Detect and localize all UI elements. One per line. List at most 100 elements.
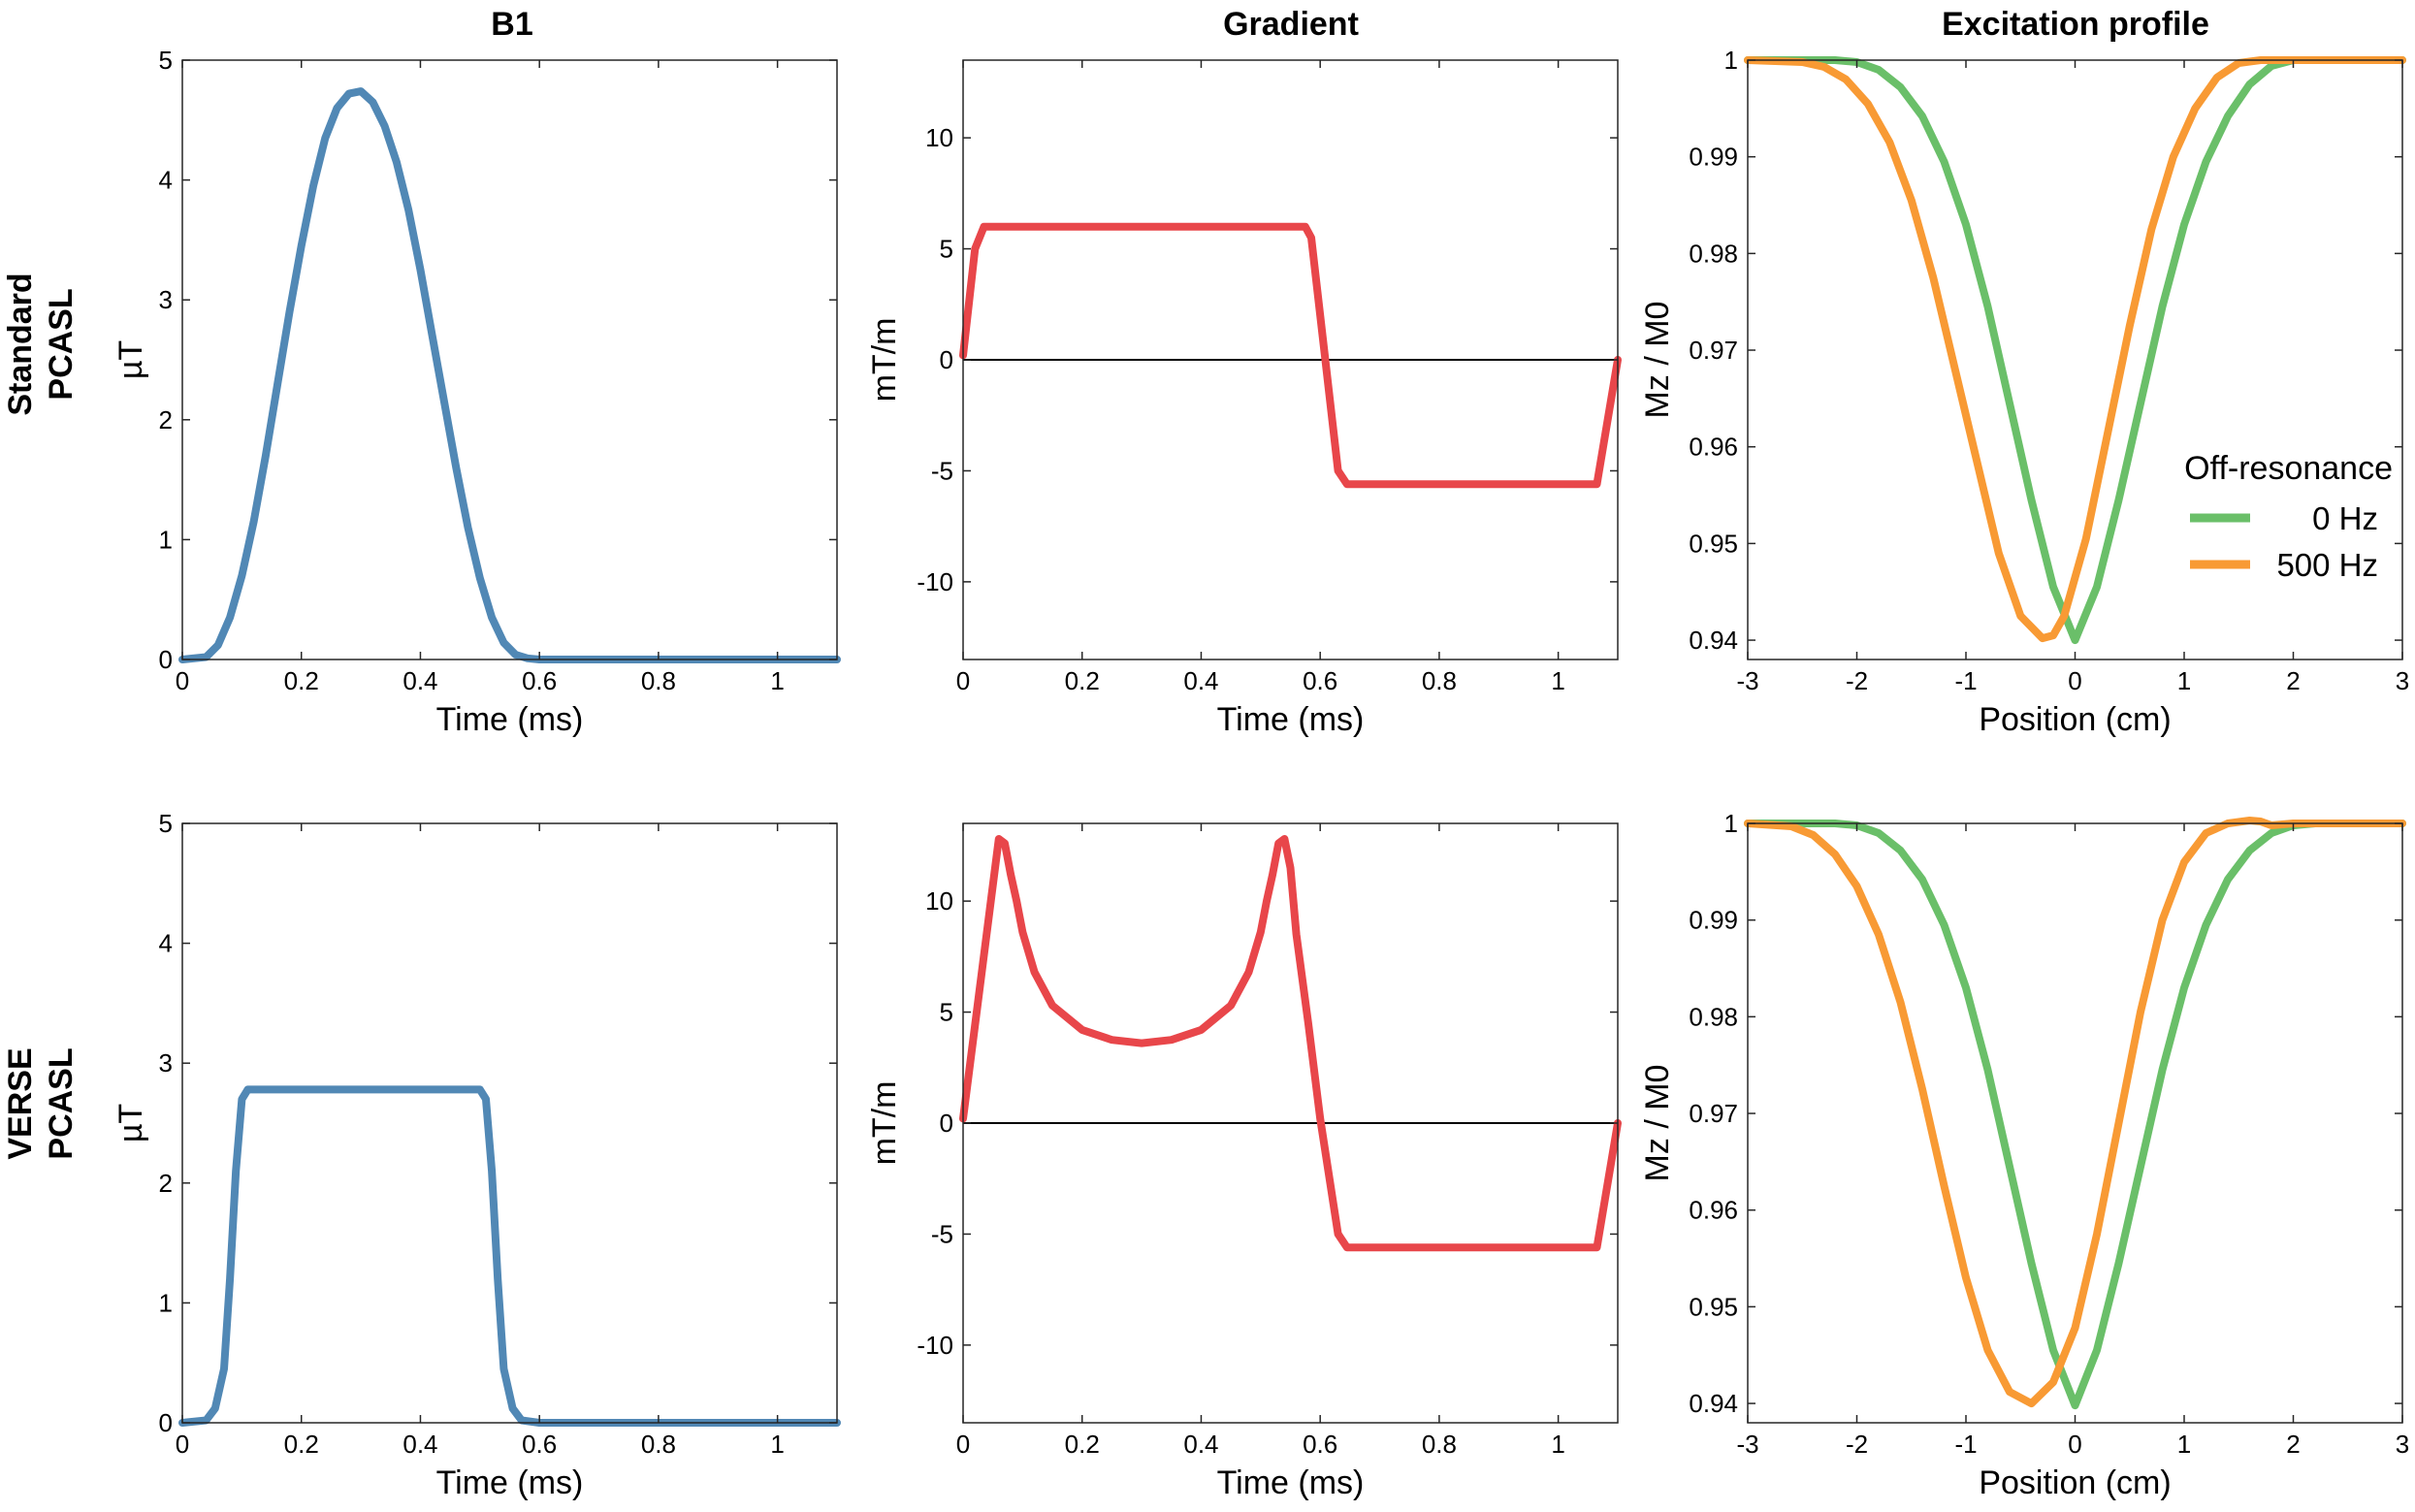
verse_profile-xtick-label: -3 — [1736, 1430, 1758, 1459]
verse_grad-xtick-label: 1 — [1551, 1430, 1564, 1459]
verse_profile-ytick-label: 0.99 — [1689, 906, 1738, 935]
std_b1-series-b1 — [178, 87, 841, 663]
std_grad-xtick-label: 0.6 — [1303, 666, 1337, 695]
std_profile-xtick-label: 0 — [2068, 666, 2081, 695]
verse_b1-ytick-label: 4 — [159, 929, 173, 958]
std_b1-xtick-label: 0.8 — [641, 666, 676, 695]
std_profile-ytick-label: 0.95 — [1689, 529, 1738, 558]
std_profile-ylabel: Mz / M0 — [1639, 302, 1676, 419]
std_profile-ytick-label: 0.99 — [1689, 143, 1738, 172]
std_b1-xtick-label: 1 — [770, 666, 784, 695]
panel-standard-b1: 0 0.2 0.4 0.6 0.8 1 0 1 2 3 4 5 Time (ms) µT — [113, 46, 841, 738]
std_b1-xtick-label: 0 — [176, 666, 189, 695]
verse_profile-ytick-label: 0.94 — [1689, 1389, 1738, 1418]
verse_profile-series-0-hz — [1744, 820, 2406, 1410]
std_b1-ylabel: µT — [113, 340, 149, 379]
std_b1-ytick-label: 2 — [159, 405, 173, 434]
std_profile-xtick-label: 1 — [2177, 666, 2191, 695]
std_profile-xtick-label: 2 — [2286, 666, 2300, 695]
std_grad-ytick-label: 10 — [925, 123, 953, 152]
std_grad-ytick-label: -10 — [917, 567, 953, 596]
verse_b1-series-b1 — [178, 1085, 841, 1427]
row-label-standard: Standard — [2, 273, 39, 415]
verse_grad-xtick-label: 0.6 — [1303, 1430, 1337, 1459]
std_b1-xtick-label: 0.4 — [402, 666, 437, 695]
std_profile-ytick-label: 1 — [1724, 46, 1738, 75]
panel-verse-gradient: 0 0.2 0.4 0.6 0.8 1 -10 -5 0 5 10 Time (ms) mT/m — [866, 822, 1622, 1501]
legend-label-0hz: 0 Hz — [2312, 500, 2378, 536]
std_grad-ytick-label: 5 — [940, 235, 953, 264]
verse_profile-ylabel: Mz / M0 — [1639, 1065, 1676, 1182]
verse_b1-xtick-label: 0.8 — [641, 1430, 676, 1459]
verse_profile-series-500-hz — [1744, 817, 2406, 1408]
std_b1-ytick-label: 1 — [159, 525, 173, 554]
std_profile-xtick-label: -1 — [1954, 666, 1977, 695]
verse_b1-xlabel: Time (ms) — [436, 1464, 584, 1501]
verse_b1-axes-box — [181, 822, 838, 1424]
verse_profile-xtick-label: -2 — [1846, 1430, 1868, 1459]
std_grad-xtick-label: 0.4 — [1183, 666, 1218, 695]
verse_b1-xtick-label: 0.6 — [522, 1430, 557, 1459]
row-label-pcasl-bottom: PCASL — [43, 1047, 80, 1159]
verse_b1-xtick-label: 0.2 — [284, 1430, 319, 1459]
verse_b1-ytick-label: 0 — [159, 1408, 173, 1437]
std_grad-ytick-label: -5 — [931, 456, 953, 485]
verse_profile-xlabel: Position (cm) — [1979, 1464, 2171, 1501]
verse_grad-series-gradient — [959, 835, 1622, 1252]
panel-verse-b1: 0 0.2 0.4 0.6 0.8 1 0 1 2 3 4 5 Time (ms) µT — [113, 809, 841, 1501]
verse_profile-ytick-label: 1 — [1724, 809, 1738, 838]
row-label-verse-pcasl: VERSE PCASL — [2, 1047, 80, 1159]
std_grad-xtick-label: 1 — [1551, 666, 1564, 695]
std_profile-xtick-label: 3 — [2396, 666, 2409, 695]
std_grad-xtick-label: 0 — [956, 666, 970, 695]
column-title-excitation-profile: Excitation profile — [1942, 6, 2209, 43]
std_profile-ytick-label: 0.98 — [1689, 239, 1738, 268]
panel-verse-excitation-profile: -3 -2 -1 0 1 2 30.940.950.960.970.980.991Posit… — [1639, 809, 2409, 1501]
verse_grad-ytick-label: -5 — [931, 1219, 953, 1248]
verse_profile-xtick-label: -1 — [1954, 1430, 1977, 1459]
verse_b1-xtick-label: 0.4 — [402, 1430, 437, 1459]
std_profile-xtick-label: -3 — [1736, 666, 1758, 695]
verse_b1-ytick-label: 2 — [159, 1169, 173, 1198]
std_grad-xtick-label: 0.2 — [1065, 666, 1100, 695]
legend-title: Off-resonance — [2184, 450, 2393, 487]
std_profile-ytick-label: 0.94 — [1689, 626, 1738, 655]
verse_profile-ytick-label: 0.95 — [1689, 1292, 1738, 1321]
std_grad-xlabel: Time (ms) — [1217, 701, 1365, 738]
panel-standard-excitation-profile: -3 -2 -1 0 1 2 30.940.950.960.970.980.991Posit… — [1639, 46, 2409, 738]
std_grad-series-gradient — [959, 222, 1622, 489]
std_grad-ylabel: mT/m — [866, 318, 903, 402]
std_profile-xtick-label: -2 — [1846, 666, 1868, 695]
row-label-verse: VERSE — [2, 1047, 39, 1159]
std_b1-axes-box — [181, 59, 838, 660]
std_b1-ytick-label: 5 — [159, 46, 173, 75]
legend-label-500hz: 500 Hz — [2276, 547, 2378, 583]
verse_grad-ylabel: mT/m — [866, 1081, 903, 1166]
verse_profile-xtick-label: 2 — [2286, 1430, 2300, 1459]
row-label-pcasl-top: PCASL — [43, 288, 80, 400]
verse_grad-ytick-label: -10 — [917, 1331, 953, 1360]
std_b1-xtick-label: 0.2 — [284, 666, 319, 695]
verse_b1-ytick-label: 3 — [159, 1048, 173, 1078]
verse_profile-ytick-label: 0.96 — [1689, 1196, 1738, 1225]
std_profile-ytick-label: 0.96 — [1689, 433, 1738, 462]
verse_profile-xtick-label: 1 — [2177, 1430, 2191, 1459]
verse_grad-ytick-label: 0 — [940, 1109, 953, 1138]
verse_profile-xtick-label: 3 — [2396, 1430, 2409, 1459]
row-label-standard-pcasl: Standard PCASL — [2, 273, 80, 415]
verse_grad-xtick-label: 0.4 — [1183, 1430, 1218, 1459]
verse_profile-ytick-label: 0.97 — [1689, 1099, 1738, 1128]
column-title-gradient: Gradient — [1223, 6, 1359, 43]
verse_grad-xtick-label: 0.2 — [1065, 1430, 1100, 1459]
verse_b1-ytick-label: 5 — [159, 809, 173, 838]
std_b1-ytick-label: 3 — [159, 285, 173, 314]
verse_grad-xlabel: Time (ms) — [1217, 1464, 1365, 1501]
std_profile-series-500-hz — [1744, 56, 2406, 643]
verse_profile-ytick-label: 0.98 — [1689, 1002, 1738, 1031]
std_grad-xtick-label: 0.8 — [1422, 666, 1457, 695]
std_b1-ytick-label: 0 — [159, 645, 173, 674]
panel-standard-gradient: 0 0.2 0.4 0.6 0.8 1 -10 -5 0 5 10 Time (ms) mT/m — [866, 59, 1622, 738]
verse_b1-ytick-label: 1 — [159, 1288, 173, 1317]
